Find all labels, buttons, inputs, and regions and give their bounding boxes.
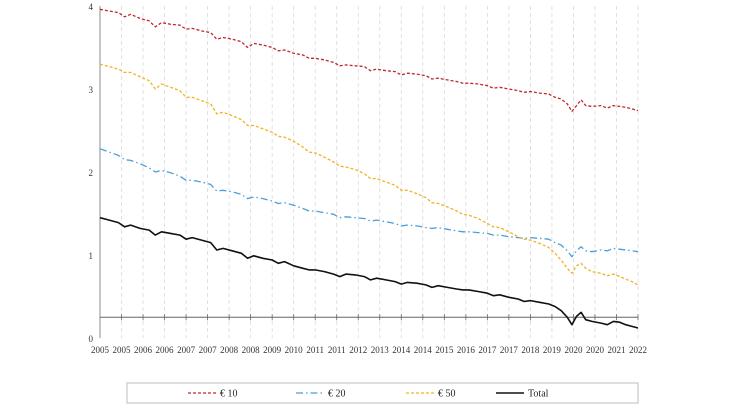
series-line bbox=[99, 8, 639, 113]
y-tick-label: 1 bbox=[89, 251, 94, 261]
x-tick-label: 2013 bbox=[371, 345, 390, 355]
x-tick-label: 2014 bbox=[414, 345, 433, 355]
y-tick-label: 2 bbox=[89, 168, 94, 178]
x-tick-label: 2008 bbox=[220, 345, 239, 355]
y-tick-label: 3 bbox=[89, 85, 94, 95]
axes-layer: 2005 2005 2006 2006 2007 2007 2008 2008 2009 2010… bbox=[89, 2, 648, 355]
x-tick-label: 2021 bbox=[607, 345, 625, 355]
x-tick-label: 2022 bbox=[629, 345, 647, 355]
series-line bbox=[99, 63, 639, 286]
series-line bbox=[99, 216, 639, 329]
legend-label: Total bbox=[528, 389, 549, 400]
x-tick-label: 2006 bbox=[156, 345, 175, 355]
x-tick-label: 2006 bbox=[134, 345, 153, 355]
x-tick-label: 2005 bbox=[91, 345, 110, 355]
x-tick-label: 2017 bbox=[478, 345, 497, 355]
grid-layer bbox=[99, 6, 639, 338]
x-tick-label: 2018 bbox=[521, 345, 540, 355]
legend-box bbox=[126, 382, 639, 404]
x-tick-label: 2011 bbox=[306, 345, 324, 355]
x-tick-label: 2008 bbox=[242, 345, 261, 355]
legend-label: € 20 bbox=[328, 389, 346, 400]
x-tick-label: 2011 bbox=[328, 345, 346, 355]
y-tick-label: 0 bbox=[89, 334, 94, 344]
y-tick-label: 4 bbox=[89, 2, 94, 12]
x-tick-label: 2020 bbox=[564, 345, 583, 355]
x-tick-label: 2007 bbox=[199, 345, 218, 355]
series-line bbox=[99, 148, 639, 258]
x-tick-label: 2019 bbox=[543, 345, 562, 355]
x-tick-label: 2012 bbox=[349, 345, 367, 355]
x-tick-label: 2015 bbox=[435, 345, 454, 355]
legend-label: € 10 bbox=[220, 389, 238, 400]
x-tick-label: 2016 bbox=[457, 345, 476, 355]
x-tick-label: 2005 bbox=[113, 345, 132, 355]
legend: € 10 € 20 € 50 Total bbox=[126, 382, 639, 404]
legend-label: € 50 bbox=[438, 389, 456, 400]
x-tick-label: 2017 bbox=[500, 345, 519, 355]
x-tick-label: 2014 bbox=[392, 345, 411, 355]
series-layer bbox=[99, 8, 639, 329]
x-tick-label: 2007 bbox=[177, 345, 196, 355]
x-tick-label: 2010 bbox=[285, 345, 304, 355]
x-tick-label: 2009 bbox=[263, 345, 282, 355]
x-tick-label: 2020 bbox=[586, 345, 605, 355]
